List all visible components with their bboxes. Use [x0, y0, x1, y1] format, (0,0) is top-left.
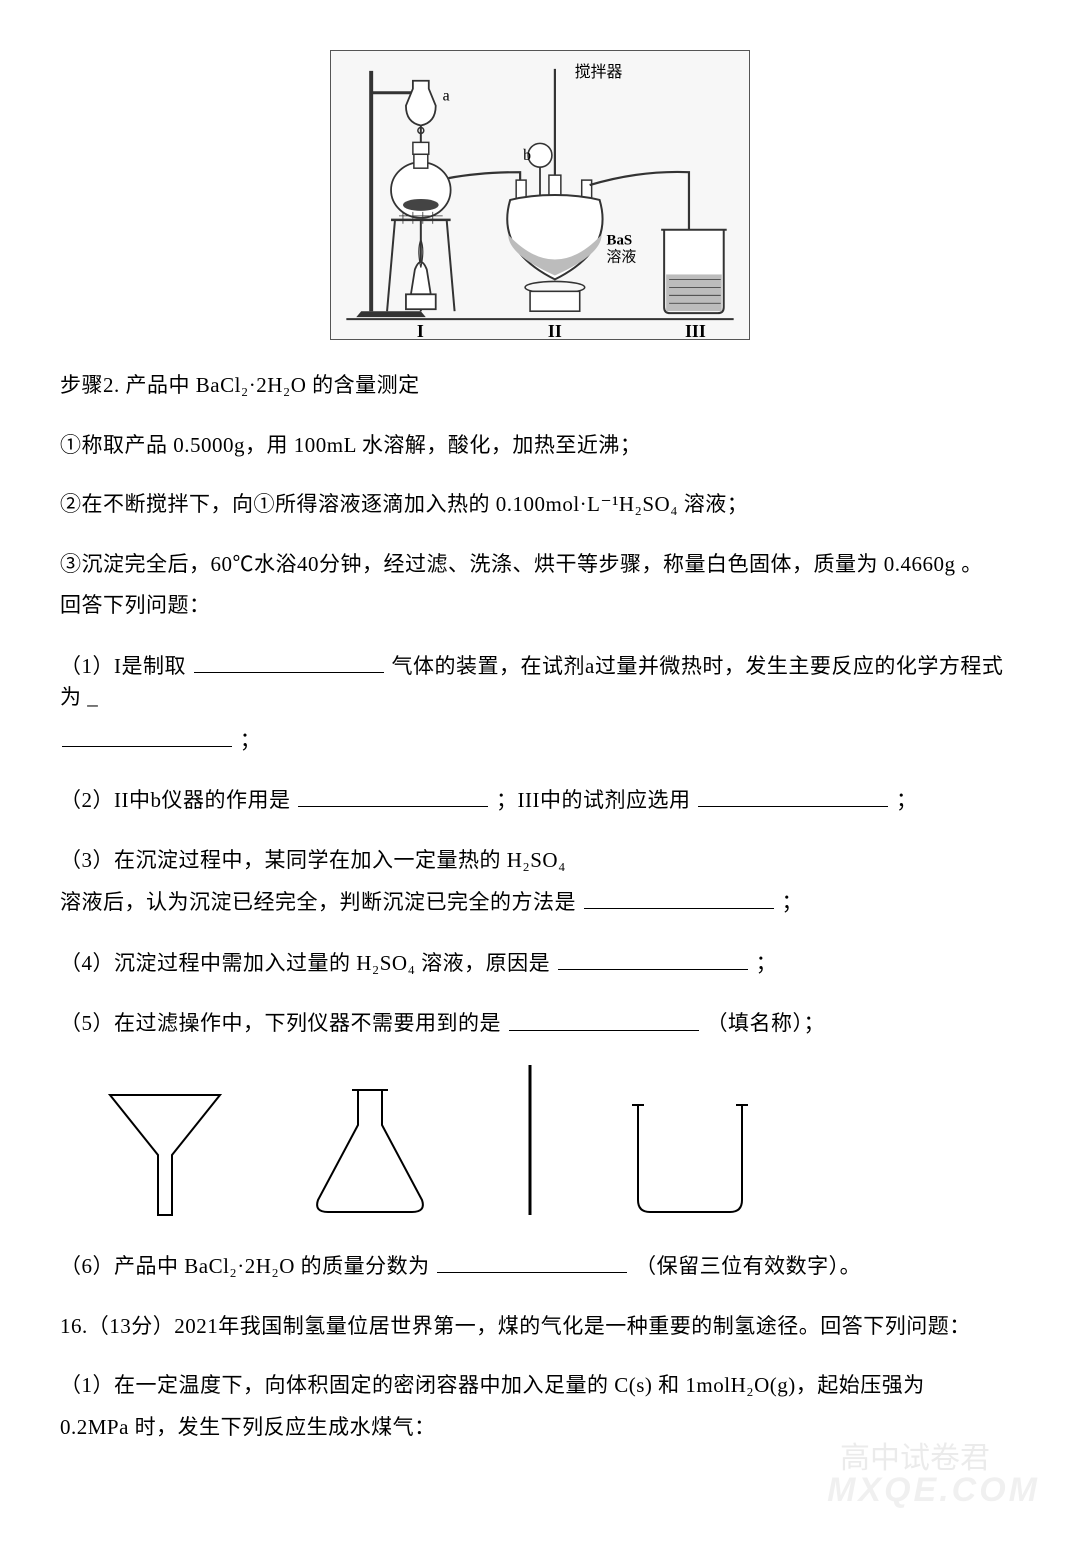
question-6: （6）产品中 BaCl₂·2H₂O 的质量分数为 （保留三位有效数字）。: [60, 1250, 1020, 1283]
step2-item-2: ②在不断搅拌下，向①所得溶液逐滴加入热的 0.100mol·L⁻¹H₂SO₄ 溶…: [60, 489, 1020, 521]
step2-item-3: ③沉淀完全后，60℃水浴40分钟，经过滤、洗涤、烘干等步骤，称量白色固体，质量为…: [60, 549, 1020, 581]
glassware-row: [100, 1060, 1020, 1220]
q1-tail: ；: [240, 728, 262, 752]
q4-tail: ；: [756, 951, 778, 975]
q6-tail: （保留三位有效数字）。: [635, 1254, 861, 1278]
q3-blank[interactable]: [584, 886, 774, 909]
question-2: （2）II中b仪器的作用是 ；III中的试剂应选用 ；: [60, 784, 1020, 817]
label-bas: BaS: [607, 233, 633, 249]
question-1-line1: （1）I是制取 气体的装置，在试剂a过量并微热时，发生主要反应的化学方程式为 _: [60, 650, 1020, 714]
conical-flask-icon: [300, 1080, 440, 1220]
funnel-icon: [100, 1080, 230, 1220]
q3-pre: 溶液后，认为沉淀已经完全，判断沉淀已完全的方法是: [60, 890, 576, 914]
q4-blank[interactable]: [558, 947, 748, 970]
q2-tail: ；: [896, 788, 918, 812]
watermark-en: MXQE.COM: [827, 1465, 1040, 1516]
label-a: a: [443, 88, 450, 105]
q1-underscore: _: [87, 685, 98, 709]
q16-head: 16.（13分）2021年我国制氢量位居世界第一，煤的气化是一种重要的制氢途径。…: [60, 1311, 1020, 1343]
q2-pre: （2）II中b仪器的作用是: [60, 788, 291, 812]
svg-text:II: II: [548, 321, 562, 340]
step2-heading: 步骤2. 产品中 BaCl₂·2H₂O 的含量测定: [60, 370, 1020, 402]
glass-rod-icon: [510, 1060, 550, 1220]
q6-pre: （6）产品中 BaCl₂·2H₂O 的质量分数为: [60, 1254, 430, 1278]
question-1-line2: ；: [60, 724, 1020, 757]
q16-p1a: （1）在一定温度下，向体积固定的密闭容器中加入足量的 C(s) 和 1molH₂…: [60, 1370, 1020, 1402]
question-3-line1: （3）在沉淀过程中，某同学在加入一定量热的 H₂SO₄: [60, 845, 1020, 877]
q2-blank-1[interactable]: [298, 784, 488, 807]
q5-pre: （5）在过滤操作中，下列仪器不需要用到的是: [60, 1012, 501, 1036]
q1-blank-2[interactable]: [62, 724, 232, 747]
q2-mid: ；III中的试剂应选用: [496, 788, 690, 812]
q1-blank-1[interactable]: [194, 650, 384, 673]
question-4: （4）沉淀过程中需加入过量的 H₂SO₄ 溶液，原因是 ；: [60, 947, 1020, 980]
answer-prompt: 回答下列问题：: [60, 590, 1020, 622]
q5-tail: （填名称）；: [707, 1012, 826, 1036]
q5-blank[interactable]: [509, 1007, 699, 1030]
q2-blank-2[interactable]: [698, 784, 888, 807]
svg-text:III: III: [685, 321, 706, 340]
q1-pre: （1）I是制取: [60, 654, 186, 678]
q3-tail: ；: [782, 890, 804, 914]
q4-pre: （4）沉淀过程中需加入过量的 H₂SO₄ 溶液，原因是: [60, 951, 550, 975]
beaker-icon: [620, 1090, 760, 1220]
apparatus-diagram: a I 搅拌器: [330, 50, 750, 340]
q6-blank[interactable]: [437, 1250, 627, 1273]
label-b: b: [523, 147, 531, 164]
step2-item-1: ①称取产品 0.5000g，用 100mL 水溶解，酸化，加热至近沸；: [60, 430, 1020, 462]
question-5: （5）在过滤操作中，下列仪器不需要用到的是 （填名称）；: [60, 1007, 1020, 1040]
svg-text:I: I: [417, 321, 424, 340]
label-solution: 溶液: [607, 249, 637, 266]
question-3-line2: 溶液后，认为沉淀已经完全，判断沉淀已完全的方法是 ；: [60, 886, 1020, 919]
label-stirrer: 搅拌器: [575, 63, 623, 81]
apparatus-diagram-wrap: a I 搅拌器: [60, 50, 1020, 340]
